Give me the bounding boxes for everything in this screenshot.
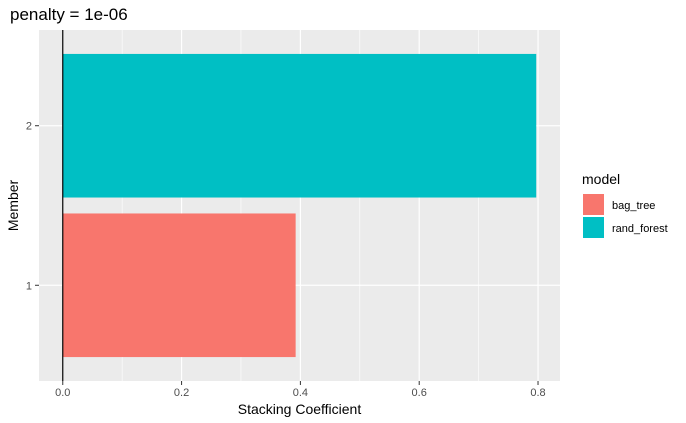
legend-label-bag_tree: bag_tree xyxy=(612,200,655,212)
legend-swatch-rand_forest xyxy=(583,217,604,238)
chart-title: penalty = 1e-06 xyxy=(10,5,128,24)
y-axis-title: Member xyxy=(5,179,21,231)
x-tick-label: 0.2 xyxy=(174,387,189,399)
y-axis-ticks: 12 xyxy=(26,121,39,292)
x-axis-title: Stacking Coefficient xyxy=(238,401,362,417)
x-axis-ticks: 0.0 0.2 0.4 0.6 0.8 xyxy=(55,381,546,399)
legend-title: model xyxy=(582,171,620,187)
bars xyxy=(62,53,537,358)
x-tick-label: 0.6 xyxy=(412,387,427,399)
legend-swatch-bag_tree xyxy=(583,194,604,215)
y-tick-label: 1 xyxy=(26,280,32,292)
x-tick-label: 0.4 xyxy=(293,387,308,399)
bar-member-1 xyxy=(62,213,296,358)
y-tick-label: 2 xyxy=(26,121,32,133)
x-tick-label: 0.8 xyxy=(530,387,545,399)
legend-label-rand_forest: rand_forest xyxy=(612,223,668,235)
legend: model bag_tree rand_forest xyxy=(582,171,668,238)
x-tick-label: 0.0 xyxy=(55,387,70,399)
bar-member-2 xyxy=(62,53,537,198)
